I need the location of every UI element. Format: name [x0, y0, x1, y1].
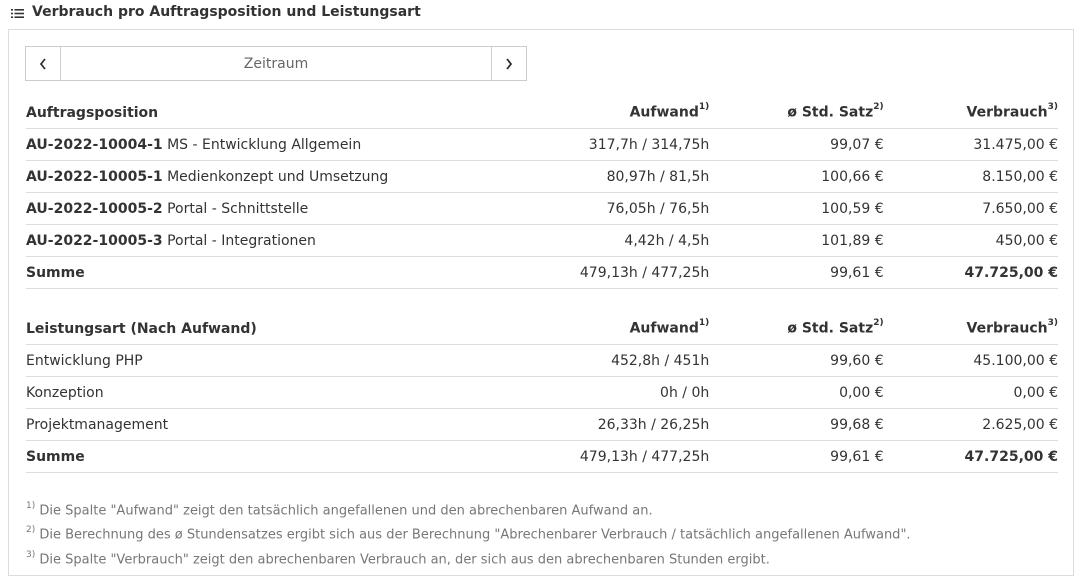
panel-body	[8, 29, 1074, 576]
panel-title: Verbrauch pro Auftragsposition und Leist…	[32, 4, 421, 20]
rate-cell: 101,89 €	[709, 224, 884, 257]
table-row: Entwicklung PHP 452,8h / 451h 99,60 € 45…	[26, 344, 1058, 377]
column-header-service-type: Leistungsart (Nach Aufwand)	[26, 312, 455, 345]
order-code: AU-2022-10005-1	[26, 168, 163, 185]
consumption-cell: 7.650,00 €	[883, 192, 1058, 225]
effort-cell: 0h / 0h	[454, 376, 710, 409]
sum-rate-cell: 99,61 €	[709, 440, 884, 473]
order-name: Portal - Integrationen	[167, 232, 316, 249]
next-period-button[interactable]	[491, 47, 526, 80]
table-row: AU-2022-10004-1 MS - Entwicklung Allgeme…	[26, 128, 1058, 161]
table-header-row: Leistungsart (Nach Aufwand) Aufwand1) ø …	[26, 312, 1058, 345]
column-header-rate: ø Std. Satz2)	[709, 96, 884, 129]
column-header-consumption: Verbrauch3)	[883, 312, 1058, 345]
order-code: AU-2022-10005-2	[26, 200, 163, 217]
sum-label: Summe	[26, 256, 455, 289]
consumption-cell: 2.625,00 €	[883, 408, 1058, 441]
column-header-rate: ø Std. Satz2)	[709, 312, 884, 345]
period-label: Zeitraum	[243, 55, 309, 72]
rate-cell: 100,66 €	[709, 160, 884, 193]
order-code: AU-2022-10005-3	[26, 232, 163, 249]
consumption-cell: 31.475,00 €	[883, 128, 1058, 161]
table-row: AU-2022-10005-1 Medienkonzept und Umsetz…	[26, 160, 1058, 193]
order-name: Portal - Schnittstelle	[167, 200, 309, 217]
effort-cell: 4,42h / 4,5h	[454, 224, 710, 257]
consumption-cell: 450,00 €	[883, 224, 1058, 257]
consumption-cell: 8.150,00 €	[883, 160, 1058, 193]
footnote-3: 3) Die Spalte "Verbrauch" zeigt den abre…	[26, 549, 770, 567]
effort-cell: 452,8h / 451h	[454, 344, 710, 377]
table-row: Projektmanagement 26,33h / 26,25h 99,68 …	[26, 408, 1058, 441]
column-header-effort: Aufwand1)	[454, 312, 710, 345]
rate-cell: 0,00 €	[709, 376, 884, 409]
sum-consumption-cell: 47.725,00 €	[883, 440, 1058, 473]
rate-cell: 99,60 €	[709, 344, 884, 377]
panel-header: Verbrauch pro Auftragsposition und Leist…	[0, 0, 1084, 27]
table-row: AU-2022-10005-3 Portal - Integrationen 4…	[26, 224, 1058, 257]
service-name: Konzeption	[26, 376, 455, 409]
order-code: AU-2022-10004-1	[26, 136, 163, 153]
service-name: Entwicklung PHP	[26, 344, 455, 377]
service-type-table: Leistungsart (Nach Aufwand) Aufwand1) ø …	[26, 312, 1058, 473]
order-name: MS - Entwicklung Allgemein	[167, 136, 362, 153]
chevron-right-icon	[506, 57, 513, 70]
effort-cell: 317,7h / 314,75h	[454, 128, 710, 161]
sum-rate-cell: 99,61 €	[709, 256, 884, 289]
sum-effort-cell: 479,13h / 477,25h	[454, 256, 710, 289]
rate-cell: 99,68 €	[709, 408, 884, 441]
effort-cell: 76,05h / 76,5h	[454, 192, 710, 225]
table-row: AU-2022-10005-2 Portal - Schnittstelle 7…	[26, 192, 1058, 225]
list-icon	[11, 9, 24, 18]
column-header-consumption: Verbrauch3)	[883, 96, 1058, 129]
chevron-left-icon	[39, 57, 46, 70]
sum-consumption-cell: 47.725,00 €	[883, 256, 1058, 289]
table-row: Konzeption 0h / 0h 0,00 € 0,00 €	[26, 376, 1058, 409]
column-header-order-position: Auftragsposition	[26, 96, 455, 129]
previous-period-button[interactable]	[26, 47, 61, 80]
column-header-effort: Aufwand1)	[454, 96, 710, 129]
footnote-2: 2) Die Berechnung des ø Stundensatzes er…	[26, 525, 911, 543]
sum-row: Summe 479,13h / 477,25h 99,61 € 47.725,0…	[26, 440, 1058, 473]
effort-cell: 26,33h / 26,25h	[454, 408, 710, 441]
sum-row: Summe 479,13h / 477,25h 99,61 € 47.725,0…	[26, 256, 1058, 289]
consumption-cell: 0,00 €	[883, 376, 1058, 409]
sum-label: Summe	[26, 440, 455, 473]
order-name: Medienkonzept und Umsetzung	[167, 168, 389, 185]
table-header-row: Auftragsposition Aufwand1) ø Std. Satz2)…	[26, 96, 1058, 129]
footnote-1: 1) Die Spalte "Aufwand" zeigt den tatsäc…	[26, 501, 653, 519]
rate-cell: 99,07 €	[709, 128, 884, 161]
service-name: Projektmanagement	[26, 408, 455, 441]
effort-cell: 80,97h / 81,5h	[454, 160, 710, 193]
rate-cell: 100,59 €	[709, 192, 884, 225]
footnotes: 1) Die Spalte "Aufwand" zeigt den tatsäc…	[26, 497, 911, 570]
period-pager: Zeitraum	[25, 46, 527, 81]
order-position-table: Auftragsposition Aufwand1) ø Std. Satz2)…	[26, 96, 1058, 289]
consumption-cell: 45.100,00 €	[883, 344, 1058, 377]
sum-effort-cell: 479,13h / 477,25h	[454, 440, 710, 473]
